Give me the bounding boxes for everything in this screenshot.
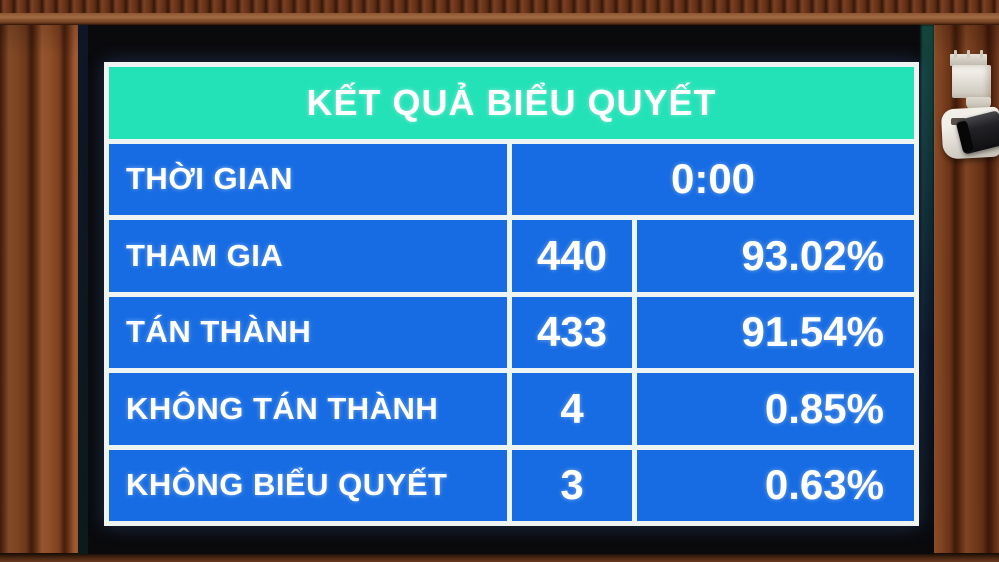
row-label-thoi-gian: THỜI GIAN bbox=[109, 143, 507, 215]
vote-results-table: KẾT QUẢ BIỂU QUYẾT THỜI GIAN 0:00 THAM G… bbox=[104, 62, 919, 526]
wood-ledge-bottom bbox=[0, 553, 999, 562]
tan-thanh-count: 433 bbox=[512, 296, 632, 368]
security-camera bbox=[940, 50, 999, 202]
row-label-tan-thanh: TÁN THÀNH bbox=[109, 296, 507, 368]
wood-paneling-top bbox=[0, 0, 999, 13]
row-label-tham-gia: THAM GIA bbox=[109, 220, 507, 292]
khong-tan-thanh-percent: 0.85% bbox=[637, 373, 914, 445]
camera-screw-icon bbox=[980, 50, 983, 58]
camera-mount-box bbox=[952, 65, 991, 98]
tan-thanh-percent: 91.54% bbox=[637, 296, 914, 368]
row-label-khong-bieu-quyet: KHÔNG BIỂU QUYẾT bbox=[109, 449, 507, 521]
camera-screw-icon bbox=[954, 50, 957, 58]
board-title: KẾT QUẢ BIỂU QUYẾT bbox=[109, 67, 914, 139]
time-value: 0:00 bbox=[512, 143, 914, 215]
khong-tan-thanh-count: 4 bbox=[512, 373, 632, 445]
row-label-khong-tan-thanh: KHÔNG TÁN THÀNH bbox=[109, 373, 507, 445]
tham-gia-percent: 93.02% bbox=[637, 220, 914, 292]
camera-screw-icon bbox=[967, 50, 970, 58]
led-display: KẾT QUẢ BIỂU QUYẾT THỜI GIAN 0:00 THAM G… bbox=[78, 25, 934, 554]
wood-rail bbox=[0, 13, 999, 25]
tham-gia-count: 440 bbox=[512, 220, 632, 292]
camera-mount-plate bbox=[950, 50, 987, 66]
khong-bieu-quyet-count: 3 bbox=[512, 449, 632, 521]
khong-bieu-quyet-percent: 0.63% bbox=[637, 449, 914, 521]
